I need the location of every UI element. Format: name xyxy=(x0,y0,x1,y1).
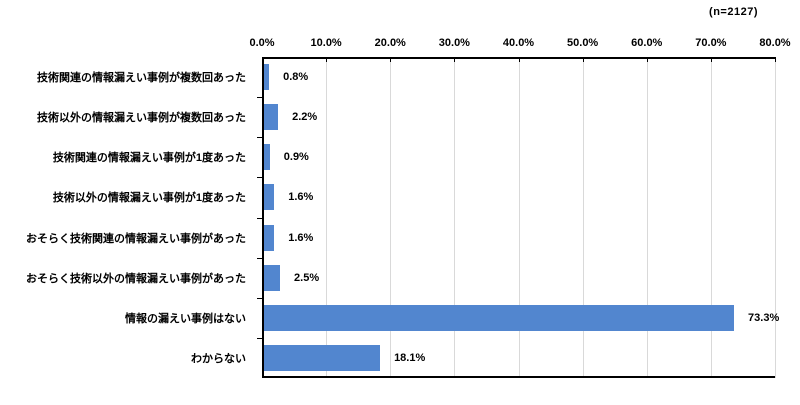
axis-tick xyxy=(257,217,262,219)
bar xyxy=(264,224,275,251)
x-tick-label: 60.0% xyxy=(631,37,663,49)
bar xyxy=(264,264,281,291)
bar xyxy=(264,344,381,371)
bar-value-label: 2.2% xyxy=(292,111,318,124)
category-label: 技術以外の情報漏えい事例が1度あった xyxy=(52,192,246,205)
gridline xyxy=(454,57,456,378)
axis-tick xyxy=(326,57,328,62)
x-tick-label: 80.0% xyxy=(759,37,791,49)
gridline xyxy=(518,57,520,378)
x-tick-label: 40.0% xyxy=(502,37,535,49)
axis-tick xyxy=(646,57,648,62)
axis-tick xyxy=(257,337,262,339)
bar xyxy=(264,144,270,171)
gridline xyxy=(326,57,328,378)
x-tick-label: 0.0% xyxy=(249,37,275,49)
axis-tick xyxy=(257,137,262,139)
bar-value-label: 73.3% xyxy=(748,311,780,324)
bar-value-label: 2.5% xyxy=(294,271,320,284)
bar-value-label: 0.9% xyxy=(283,151,309,164)
category-label: わからない xyxy=(191,352,246,365)
bar-value-label: 1.6% xyxy=(288,191,314,204)
bar-value-label: 18.1% xyxy=(394,351,426,364)
axis-tick xyxy=(518,57,520,62)
bar xyxy=(264,104,279,131)
bar xyxy=(264,304,735,331)
gridline xyxy=(390,57,392,378)
axis-tick xyxy=(710,57,712,62)
gridline xyxy=(646,57,648,378)
axis-tick xyxy=(257,97,262,99)
x-tick-label: 70.0% xyxy=(695,37,727,49)
gridline xyxy=(582,57,584,378)
axis-tick xyxy=(454,57,456,62)
x-tick-label: 30.0% xyxy=(438,37,470,49)
bar-value-label: 1.6% xyxy=(288,231,314,244)
bar xyxy=(264,64,270,91)
axis-tick xyxy=(390,57,392,62)
axis-tick xyxy=(257,257,262,259)
bar-value-label: 0.8% xyxy=(283,71,309,84)
x-tick-label: 20.0% xyxy=(374,37,406,49)
gridline xyxy=(710,57,712,378)
axis-tick xyxy=(257,297,262,299)
axis-tick xyxy=(775,57,776,62)
x-tick-label: 10.0% xyxy=(310,37,342,49)
category-label: 技術関連の情報漏えい事例が1度あった xyxy=(52,152,246,165)
axis-tick xyxy=(257,177,262,179)
category-label: 技術関連の情報漏えい事例が複数回あった xyxy=(37,72,246,85)
axis-tick xyxy=(582,57,584,62)
gridline xyxy=(775,57,776,378)
sample-size-annotation: (n=2127) xyxy=(709,6,758,18)
x-tick-label: 50.0% xyxy=(567,37,599,49)
category-label: おそらく技術関連の情報漏えい事例があった xyxy=(26,232,246,245)
category-label: おそらく技術以外の情報漏えい事例があった xyxy=(26,272,246,285)
category-label: 技術以外の情報漏えい事例が複数回あった xyxy=(37,112,246,125)
bar xyxy=(264,184,275,211)
category-label: 情報の漏えい事例はない xyxy=(125,312,246,325)
